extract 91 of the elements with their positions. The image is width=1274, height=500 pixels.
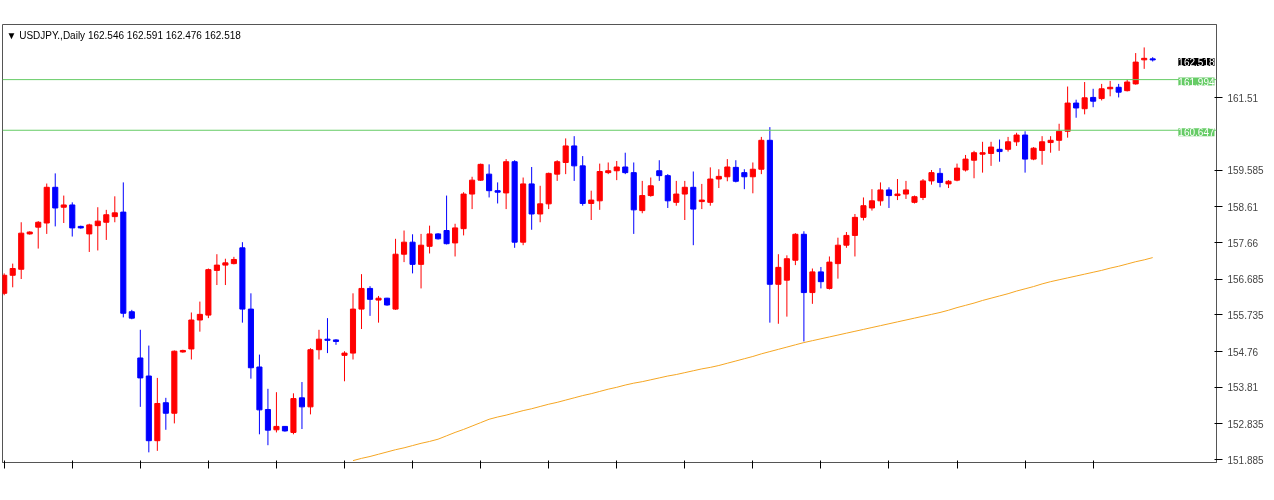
candlestick: [919, 178, 927, 201]
candlestick: [375, 295, 382, 324]
text: 162.518: [1178, 56, 1215, 68]
y-tick-label: 156.685: [1227, 274, 1265, 286]
candlestick: [613, 160, 620, 181]
candlestick: [775, 253, 782, 325]
candlestick: [783, 254, 790, 318]
candlestick: [103, 209, 110, 241]
candlestick: [366, 285, 374, 317]
candlestick: [452, 223, 459, 257]
candlestick: [1039, 135, 1046, 166]
line-series: [352, 257, 1154, 462]
candlestick: [494, 181, 501, 204]
candlestick: [401, 230, 408, 263]
candlestick: [213, 253, 220, 286]
candlestick: [877, 181, 884, 207]
ref-line-label: 161.994: [1178, 76, 1215, 88]
candlestick: [988, 141, 995, 167]
text: ▼ USDJPY.,Daily 162.546 162.591 162.476 162.518: [6, 29, 242, 41]
candlestick: [94, 206, 101, 251]
candlestick: [469, 176, 476, 210]
candlestick: [1056, 123, 1063, 152]
y-tick-label: 158.61: [1227, 201, 1259, 213]
candlestick: [656, 159, 663, 182]
y-tick-label: 154.76: [1227, 346, 1259, 358]
candlestick: [324, 317, 331, 354]
ref-line-label: 160.647: [1178, 127, 1215, 139]
candlestick: [409, 233, 416, 274]
y-tick-label: 151.885: [1227, 454, 1265, 466]
candlestick: [885, 186, 893, 209]
candlestick: [1073, 99, 1080, 119]
candlestick: [332, 338, 340, 346]
y-tick-label: 153.81: [1227, 382, 1259, 394]
candlestick: [647, 177, 654, 198]
candlestick: [537, 185, 544, 223]
candlestick: [681, 180, 688, 221]
candlestick: [315, 329, 323, 360]
candlestick: [817, 266, 824, 289]
candlestick: [137, 329, 144, 408]
candlestick: [341, 350, 348, 382]
candlestick: [1081, 81, 1088, 115]
candlestick: [979, 141, 986, 174]
candlestick: [196, 301, 203, 333]
candlestick: [741, 168, 748, 190]
candlestick: [851, 213, 858, 257]
candlestick: [298, 381, 306, 430]
candlestick: [486, 163, 493, 198]
candlestick: [715, 168, 722, 189]
candlestick: [358, 273, 365, 330]
y-tick-label: 161.51: [1227, 92, 1259, 104]
candlestick: [162, 397, 169, 431]
candlestick: [69, 201, 76, 238]
candlestick: [562, 137, 569, 175]
candlestick: [35, 220, 42, 250]
candlestick: [60, 195, 67, 224]
candlestick: [1132, 52, 1139, 86]
candlestick: [1090, 88, 1097, 108]
candlestick: [443, 195, 450, 245]
y-tick-label: 152.835: [1227, 418, 1265, 430]
candlestick: [902, 180, 910, 200]
candlestick: [936, 167, 944, 188]
candlestick: [418, 233, 425, 289]
candlestick: [996, 139, 1003, 163]
candlestick: [588, 190, 595, 221]
candlestick: [894, 178, 901, 201]
y-tick-label: 159.585: [1227, 165, 1265, 177]
candlestick: [111, 195, 118, 223]
candlestick: [639, 180, 646, 214]
candlestick: [724, 158, 731, 182]
candlestick: [622, 152, 629, 175]
candlestick: [749, 161, 756, 194]
candlestick: [673, 180, 680, 207]
candlestick: [690, 171, 697, 246]
candlestick: [9, 263, 16, 288]
candlestick: [264, 388, 271, 446]
y-tick-label: 155.735: [1227, 309, 1265, 321]
y-tick-label: 157.66: [1227, 237, 1259, 249]
candlestick: [52, 172, 59, 227]
candlestick: [86, 223, 93, 253]
candlestick: [707, 166, 714, 207]
candlestick: [698, 183, 705, 210]
candlestick: [809, 268, 816, 305]
candlestick: [970, 150, 978, 179]
candlestick: [426, 225, 433, 254]
candlestick: [834, 237, 841, 280]
candlestick: [571, 135, 578, 182]
candlestick: [554, 159, 561, 182]
candlestick: [868, 188, 875, 212]
candlestick: [222, 258, 229, 286]
candlestick: [273, 391, 280, 433]
candlestick: [860, 196, 867, 221]
